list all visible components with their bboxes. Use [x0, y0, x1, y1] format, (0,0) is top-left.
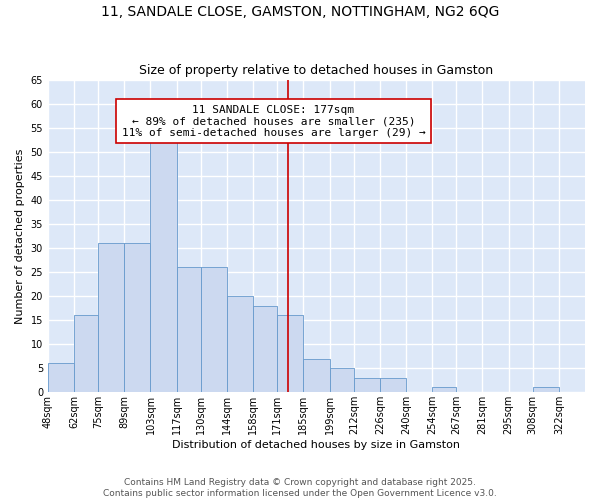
Bar	[124, 243, 151, 392]
Bar	[151, 142, 176, 393]
Bar	[533, 388, 559, 392]
Text: Contains HM Land Registry data © Crown copyright and database right 2025.
Contai: Contains HM Land Registry data © Crown c…	[103, 478, 497, 498]
Title: Size of property relative to detached houses in Gamston: Size of property relative to detached ho…	[139, 64, 494, 77]
Bar	[380, 378, 406, 392]
Bar	[329, 368, 354, 392]
X-axis label: Distribution of detached houses by size in Gamston: Distribution of detached houses by size …	[172, 440, 460, 450]
Bar	[277, 316, 304, 392]
Y-axis label: Number of detached properties: Number of detached properties	[15, 148, 25, 324]
Bar	[176, 267, 201, 392]
Text: 11 SANDALE CLOSE: 177sqm
← 89% of detached houses are smaller (235)
11% of semi-: 11 SANDALE CLOSE: 177sqm ← 89% of detach…	[122, 104, 425, 138]
Text: 11, SANDALE CLOSE, GAMSTON, NOTTINGHAM, NG2 6QG: 11, SANDALE CLOSE, GAMSTON, NOTTINGHAM, …	[101, 5, 499, 19]
Bar	[74, 316, 98, 392]
Bar	[201, 267, 227, 392]
Bar	[432, 388, 457, 392]
Bar	[253, 306, 277, 392]
Bar	[354, 378, 380, 392]
Bar	[48, 364, 74, 392]
Bar	[227, 296, 253, 392]
Bar	[98, 243, 124, 392]
Bar	[304, 358, 329, 392]
